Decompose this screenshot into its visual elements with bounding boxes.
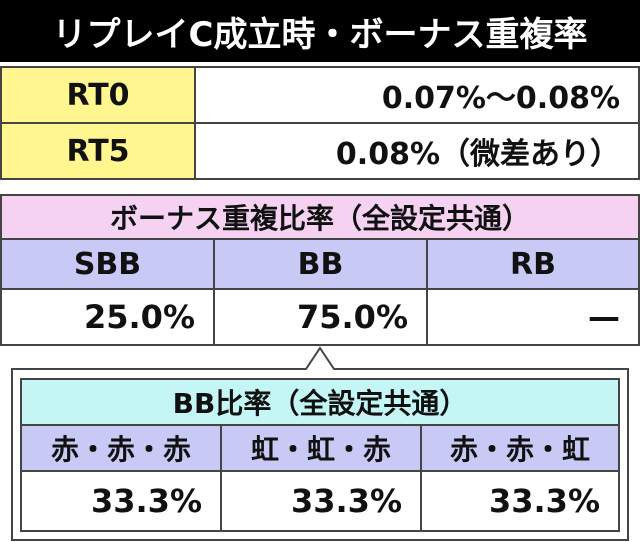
- column-header: 赤・赤・赤: [20, 424, 222, 472]
- cell-value: 33.3%: [220, 470, 422, 532]
- cell-value: 75.0%: [213, 288, 428, 346]
- row-label: RT5: [0, 122, 196, 180]
- cell-value: 33.3%: [420, 470, 620, 532]
- table-title: BB比率（全設定共通）: [20, 378, 620, 426]
- column-header: SBB: [0, 238, 215, 290]
- cell-value: 33.3%: [20, 470, 222, 532]
- column-header: RB: [426, 238, 640, 290]
- column-header: 赤・赤・虹: [420, 424, 620, 472]
- table-title: ボーナス重複比率（全設定共通）: [0, 194, 640, 240]
- row-label: RT0: [0, 66, 196, 124]
- row-value: 0.07%～0.08%: [194, 66, 640, 124]
- cell-value: —: [426, 288, 640, 346]
- cell-value: 25.0%: [0, 288, 215, 346]
- column-header: 虹・虹・赤: [220, 424, 422, 472]
- title: リプレイC成立時・ボーナス重複率: [0, 0, 640, 62]
- row-value: 0.08%（微差あり）: [194, 122, 640, 180]
- column-header: BB: [213, 238, 428, 290]
